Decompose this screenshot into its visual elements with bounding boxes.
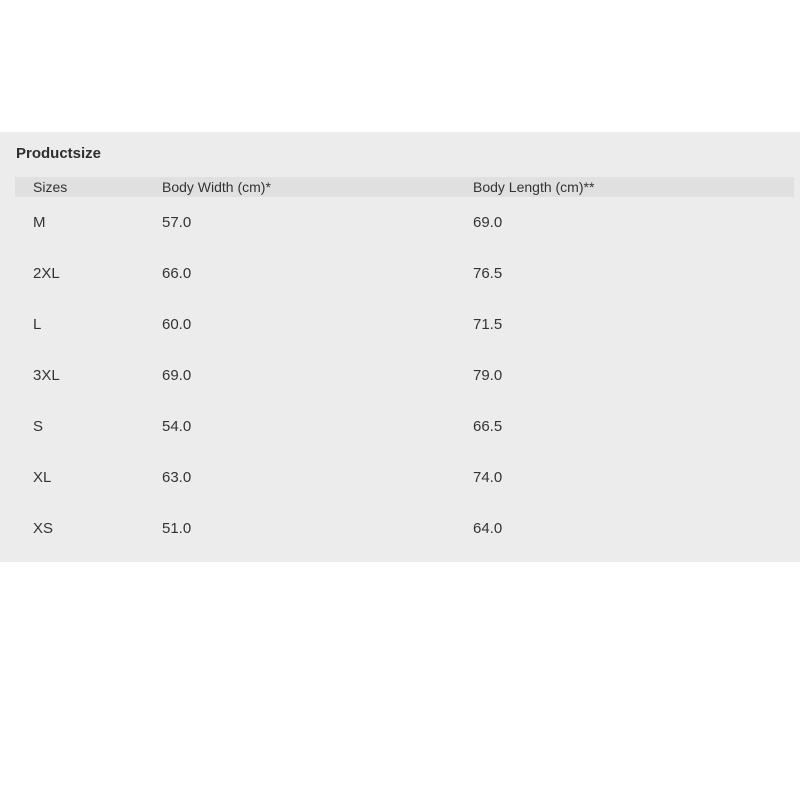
size-cell: M — [33, 214, 46, 231]
table-header-row: Sizes Body Width (cm)* Body Length (cm)*… — [15, 177, 794, 197]
table-row: S 54.0 66.5 — [15, 401, 794, 452]
body-length-cell: 71.5 — [473, 316, 503, 333]
column-header-sizes: Sizes — [15, 177, 162, 197]
body-width-cell: 63.0 — [162, 469, 192, 486]
body-length-cell: 64.0 — [473, 520, 503, 537]
table-row: 2XL 66.0 76.5 — [15, 248, 794, 299]
body-width-cell: 69.0 — [162, 367, 192, 384]
table-row: M 57.0 69.0 — [15, 197, 794, 248]
column-header-body-width: Body Width (cm)* — [162, 177, 473, 197]
body-length-cell: 74.0 — [473, 469, 503, 486]
size-cell: XL — [33, 469, 52, 486]
body-width-cell: 60.0 — [162, 316, 192, 333]
table-row: XL 63.0 74.0 — [15, 452, 794, 503]
body-width-cell: 57.0 — [162, 214, 192, 231]
body-width-cell: 51.0 — [162, 520, 192, 537]
table-row: 3XL 69.0 79.0 — [15, 350, 794, 401]
size-cell: S — [33, 418, 44, 435]
size-cell: XS — [33, 520, 54, 537]
body-length-cell: 79.0 — [473, 367, 503, 384]
body-length-cell: 66.5 — [473, 418, 503, 435]
body-length-cell: 76.5 — [473, 265, 503, 282]
table-row: XS 51.0 64.0 — [15, 503, 794, 554]
size-table: Sizes Body Width (cm)* Body Length (cm)*… — [15, 177, 794, 554]
column-header-body-length: Body Length (cm)** — [473, 177, 794, 197]
table-row: L 60.0 71.5 — [15, 299, 794, 350]
body-width-cell: 54.0 — [162, 418, 192, 435]
product-size-panel: Productsize Sizes Body Width (cm)* Body … — [0, 132, 800, 562]
size-cell: 2XL — [33, 265, 60, 282]
size-cell: 3XL — [33, 367, 60, 384]
body-length-cell: 69.0 — [473, 214, 503, 231]
body-width-cell: 66.0 — [162, 265, 192, 282]
section-title: Productsize — [16, 145, 102, 162]
size-cell: L — [33, 316, 42, 333]
